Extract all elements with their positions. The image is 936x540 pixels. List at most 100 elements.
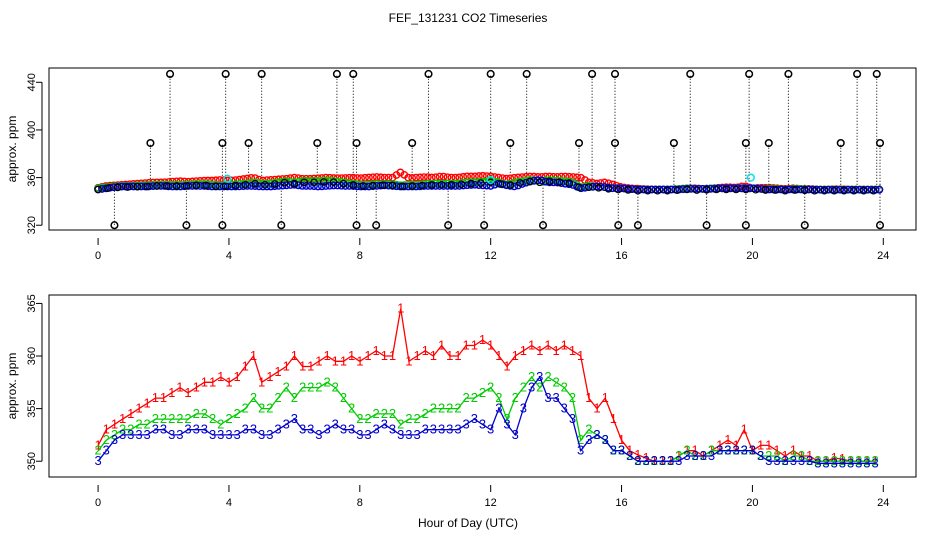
series-3-point-label: 3 <box>495 401 502 416</box>
series-2-point-label: 2 <box>528 369 535 384</box>
series-1-point-label: 1 <box>544 337 551 352</box>
series-3-point-label: 3 <box>593 427 600 442</box>
series-3-point <box>294 181 303 190</box>
black-point <box>722 185 731 194</box>
black-point <box>820 186 829 195</box>
black-point <box>427 181 436 189</box>
series-3-point <box>270 182 279 191</box>
series-3-line <box>97 375 876 464</box>
series-2-point-label: 2 <box>446 401 453 416</box>
series-3-point-label: 3 <box>626 448 633 463</box>
series-3-point <box>459 181 468 190</box>
series-1-point-label: 1 <box>299 359 306 374</box>
series-3-point-label: 3 <box>160 422 167 437</box>
series-2-point-label: 2 <box>552 374 559 389</box>
series-3-point-label: 3 <box>839 455 846 470</box>
series-3-point-label: 3 <box>765 453 772 468</box>
series-1-point-label: 1 <box>119 411 126 426</box>
series-2-point-label: 2 <box>168 411 175 426</box>
black-point <box>280 178 289 187</box>
spike-marker-low <box>633 221 642 230</box>
series-3-point-label: 3 <box>732 443 739 458</box>
spike-marker-low <box>741 221 750 230</box>
series-1-point <box>420 173 428 181</box>
series-2-point-label: 2 <box>405 411 412 426</box>
top-panel: approx. ppm 0 4 8 12 16 20 24 320 360 400 440 <box>5 67 917 262</box>
series-2-point-label: 2 <box>119 422 126 437</box>
series-1-point-label: 1 <box>323 348 330 363</box>
black-point <box>771 186 780 194</box>
series-3-point <box>321 182 330 190</box>
series-1-point-label: 1 <box>315 353 322 368</box>
x-tick-label: 8 <box>357 250 363 262</box>
series-1-point-label: 1 <box>716 437 723 452</box>
cyan-marker <box>486 175 495 185</box>
series-1-point-label: 1 <box>577 348 584 363</box>
series-3-point-label: 3 <box>700 448 707 463</box>
series-3-point-label: 3 <box>692 448 699 463</box>
series-1-point <box>251 174 260 183</box>
series-1-point-label: 1 <box>765 437 772 452</box>
black-point <box>712 185 721 194</box>
x-tick-label: 0 <box>95 497 101 509</box>
black-point <box>692 186 701 194</box>
series-1-point-label: 1 <box>184 385 191 400</box>
series-3-point-label: 3 <box>323 422 330 437</box>
black-point <box>653 186 662 195</box>
series-3-point-label: 3 <box>790 453 797 468</box>
spike-marker-high <box>349 69 358 79</box>
black-point <box>565 179 574 187</box>
spike-marker-low <box>480 221 489 230</box>
series-1-point <box>247 174 256 182</box>
series-3-point-label: 3 <box>446 422 453 437</box>
series-2-point <box>321 176 330 185</box>
series-1-point-label: 1 <box>561 337 568 352</box>
series-3-point-label: 3 <box>250 422 257 437</box>
series-3-point-label: 3 <box>103 443 110 458</box>
series-3-point-label: 3 <box>422 422 429 437</box>
spike-marker-high <box>784 69 793 79</box>
series-3-point <box>455 181 464 190</box>
series-2-point-label: 2 <box>463 390 470 405</box>
series-3-point-label: 3 <box>348 422 355 437</box>
series-3-point-label: 3 <box>152 422 159 437</box>
series-3-point-label: 3 <box>798 453 805 468</box>
series-1-point-label: 1 <box>438 337 445 352</box>
series-2-point-label: 2 <box>495 390 502 405</box>
series-3-point <box>478 181 487 190</box>
black-point <box>683 185 691 194</box>
series-1-point-label: 1 <box>103 422 110 437</box>
series-3-point-label: 3 <box>651 453 658 468</box>
black-point <box>810 186 819 195</box>
series-3-point-label: 3 <box>863 455 870 470</box>
black-point <box>575 183 583 192</box>
series-1-point-label: 1 <box>356 353 363 368</box>
series-1-point-label: 1 <box>225 374 232 389</box>
series-1-point-label: 1 <box>373 343 380 358</box>
y-tick-label: 350 <box>26 452 38 470</box>
series-3-point-label: 3 <box>503 416 510 431</box>
black-point <box>369 181 377 190</box>
series-3-point-label: 3 <box>274 422 281 437</box>
x-tick-label: 24 <box>877 250 889 262</box>
series-2-point-label: 2 <box>217 416 224 431</box>
black-point <box>329 178 338 187</box>
black-point <box>153 182 161 190</box>
series-3-point-label: 3 <box>438 422 445 437</box>
top-plot-frame <box>48 67 917 231</box>
series-3-point-label: 3 <box>773 453 780 468</box>
series-1-point <box>416 173 424 182</box>
black-point <box>643 186 652 195</box>
series-1-point <box>365 173 373 182</box>
series-1-point-label: 1 <box>152 390 159 405</box>
spike-marker-high <box>610 69 620 79</box>
series-2-point-label: 2 <box>144 416 151 431</box>
spike-marker-low <box>182 221 191 230</box>
black-point <box>202 181 210 190</box>
series-1-point-label: 1 <box>234 369 241 384</box>
series-2-point-label: 2 <box>250 390 257 405</box>
series-3-point-label: 3 <box>659 453 666 468</box>
series-3-point-label: 3 <box>291 411 298 426</box>
black-point <box>398 182 407 191</box>
